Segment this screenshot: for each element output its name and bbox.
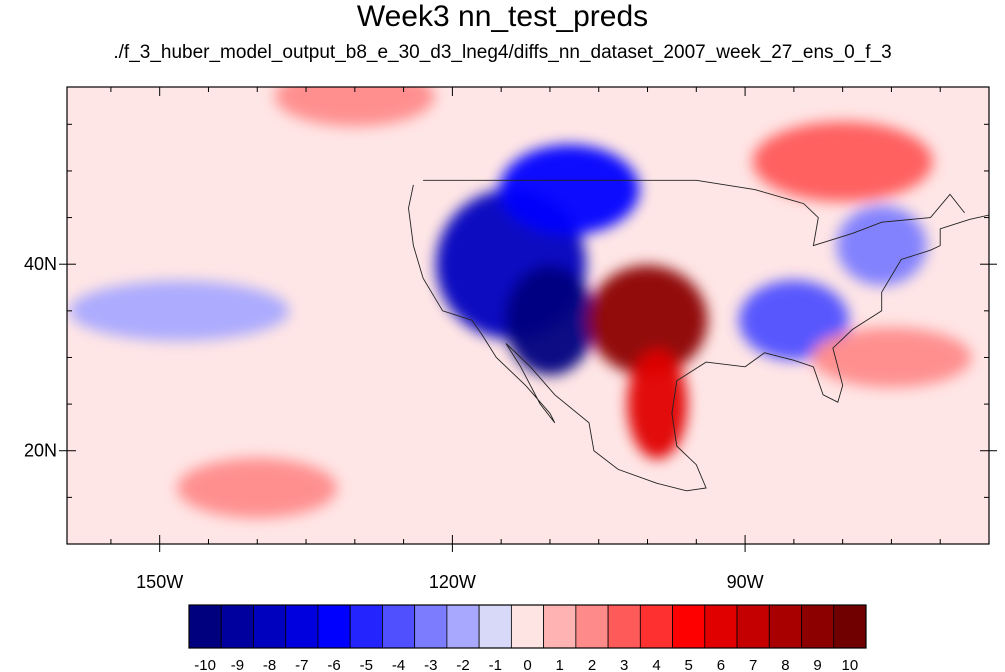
colorbar-label: 1 xyxy=(556,657,564,672)
anomaly-field xyxy=(69,280,290,341)
colorbar-label: 6 xyxy=(717,657,725,672)
colorbar-swatch xyxy=(382,604,416,649)
colorbar-swatch xyxy=(285,604,319,649)
colorbar-label: -4 xyxy=(392,657,405,672)
colorbar-swatch xyxy=(510,604,545,649)
colorbar-swatch xyxy=(253,604,287,649)
colorbar-label: -3 xyxy=(424,657,437,672)
x-tick-label: 120W xyxy=(429,572,476,592)
anomaly-field xyxy=(274,87,435,127)
anomaly-field xyxy=(504,265,595,376)
anomaly-field xyxy=(177,458,338,519)
anomaly-field xyxy=(738,280,849,361)
map-field xyxy=(67,87,989,544)
coastline xyxy=(408,184,989,492)
colorbar-label: -8 xyxy=(263,657,276,672)
colorbar-label: -5 xyxy=(360,657,373,672)
colorbar-label: -6 xyxy=(327,657,340,672)
y-tick-label: 40N xyxy=(24,254,57,274)
colorbar-swatch xyxy=(446,604,480,649)
colorbar-label: -10 xyxy=(194,657,216,672)
colorbar-swatch xyxy=(768,604,802,649)
colorbar-label: -9 xyxy=(231,657,244,672)
chart-subtitle: ./f_3_huber_model_output_b8_e_30_d3_lneg… xyxy=(113,42,892,63)
y-tick-label: 20N xyxy=(24,441,57,461)
colorbar-label: 9 xyxy=(813,657,821,672)
anomaly-field xyxy=(499,144,640,235)
map-frame xyxy=(66,86,990,545)
country-border xyxy=(423,179,965,247)
colorbar-label: 2 xyxy=(588,657,596,672)
colorbar-swatch xyxy=(543,604,577,649)
colorbar-swatch xyxy=(607,604,641,649)
colorbar-swatch xyxy=(575,604,609,649)
colorbar-swatch xyxy=(672,604,706,649)
colorbar-swatch xyxy=(317,604,351,649)
colorbar-swatch xyxy=(704,604,738,649)
colorbar-frame xyxy=(188,604,867,649)
anomaly-field xyxy=(836,205,927,286)
colorbar-swatch xyxy=(801,604,835,649)
colorbar-label: 8 xyxy=(781,657,789,672)
colorbar-label: 3 xyxy=(620,657,628,672)
colorbar-label: -1 xyxy=(489,657,502,672)
colorbar-swatch xyxy=(833,604,867,649)
colorbar-label: -2 xyxy=(456,657,469,672)
colorbar-label: 5 xyxy=(685,657,693,672)
colorbar: -10 -9 -8 -7 -6 -5 -4 -3 -2 -1 0 1 2 3 4 5 6 7 8 9 10 xyxy=(188,604,867,672)
anomaly-field xyxy=(811,327,972,388)
colorbar-swatch xyxy=(188,604,222,649)
colorbar-label: 7 xyxy=(749,657,757,672)
x-tick-label: 150W xyxy=(136,572,183,592)
colorbar-label: 0 xyxy=(523,657,531,672)
colorbar-swatch xyxy=(736,604,770,649)
anomaly-field xyxy=(752,121,933,202)
anomaly-field xyxy=(587,265,708,376)
colorbar-swatch xyxy=(639,604,673,649)
colorbar-swatch xyxy=(349,604,383,649)
colorbar-swatch xyxy=(414,604,448,649)
colorbar-label: 10 xyxy=(842,657,859,672)
colorbar-label: -7 xyxy=(295,657,308,672)
anomaly-field xyxy=(627,349,688,460)
chart-title: Week3 nn_test_preds xyxy=(356,0,649,33)
x-tick-label: 90W xyxy=(727,572,764,592)
colorbar-swatch xyxy=(478,604,512,649)
colorbar-swatch xyxy=(220,604,254,649)
colorbar-label: 4 xyxy=(652,657,660,672)
